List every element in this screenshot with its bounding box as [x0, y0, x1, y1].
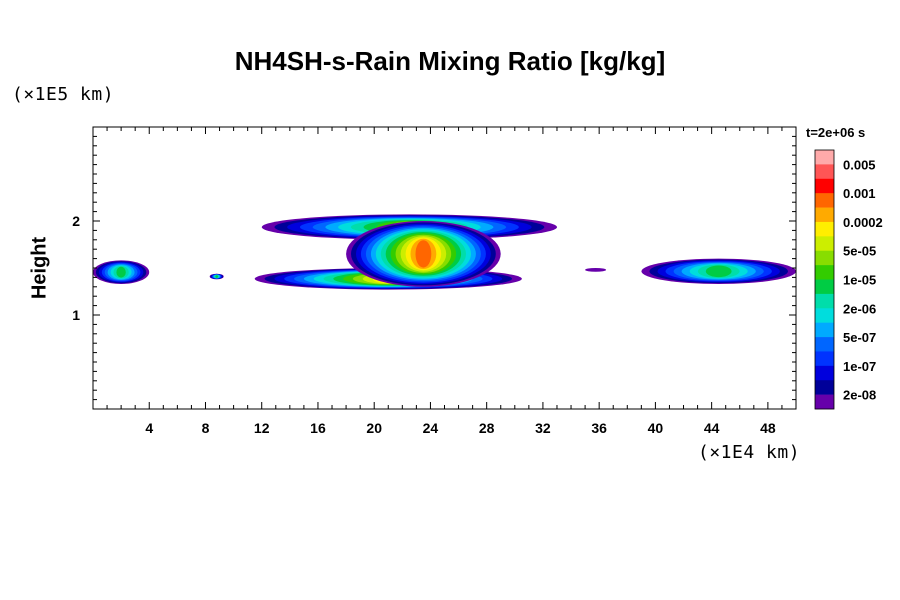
x-tick-label: 28 — [479, 420, 495, 436]
colorbar-label: 1e-05 — [843, 273, 876, 288]
time-label: t=2e+06 s — [806, 125, 866, 140]
x-tick-label: 44 — [704, 420, 720, 436]
colorbar-swatch — [815, 221, 834, 237]
colorbar-label: 5e-07 — [843, 330, 876, 345]
region-band — [116, 266, 126, 278]
x-tick-label: 36 — [591, 420, 607, 436]
colorbar-swatch — [815, 164, 834, 180]
colorbar-swatch — [815, 308, 834, 323]
colorbar-label: 2e-08 — [843, 388, 876, 403]
region-small-patch-8 — [209, 273, 224, 280]
colorbar-label: 0.0002 — [843, 215, 883, 230]
colorbar-swatch — [815, 351, 834, 367]
x-tick-label: 4 — [145, 420, 153, 436]
colorbar-label: 0.005 — [843, 157, 876, 172]
colorbar-swatch — [815, 150, 834, 165]
data-regions — [93, 214, 796, 290]
region-band — [215, 275, 218, 278]
colorbar-swatch — [815, 322, 834, 338]
x-tick-label: 12 — [254, 420, 270, 436]
x-tick-label: 8 — [202, 420, 210, 436]
colorbar-swatch — [815, 380, 834, 395]
region-band — [415, 240, 432, 268]
colorbar-swatch — [815, 236, 834, 252]
colorbar-label: 2e-06 — [843, 301, 876, 316]
x-tick-label: 24 — [423, 420, 439, 436]
colorbar-swatch — [815, 193, 834, 208]
chart-title: NH4SH-s-Rain Mixing Ratio [kg/kg] — [234, 46, 666, 76]
x-tick-label: 40 — [648, 420, 664, 436]
y-axis-unit: (×1E5 km) — [12, 84, 115, 105]
region-right-layer — [641, 258, 796, 284]
colorbar-swatch — [815, 279, 834, 295]
region-central-column — [346, 221, 501, 287]
colorbar-swatch — [815, 265, 834, 280]
colorbar-label: 0.001 — [843, 186, 876, 201]
colorbar-swatch — [815, 250, 834, 266]
colorbar-label: 5e-05 — [843, 244, 876, 259]
colorbar-swatch — [815, 207, 834, 223]
colorbar-swatch — [815, 178, 834, 194]
colorbar: 0.005 0.001 0.0002 5e-05 1e-05 2e-06 5e-07 1e-0… — [814, 149, 883, 410]
region-left-edge-patch — [93, 260, 150, 285]
colorbar-label: 1e-07 — [843, 359, 876, 374]
colorbar-swatch — [815, 293, 834, 309]
x-tick-label: 48 — [760, 420, 776, 436]
colorbar-swatch — [815, 394, 834, 410]
region-band — [585, 268, 607, 272]
x-tick-label: 20 — [366, 420, 382, 436]
x-axis-unit: (×1E4 km) — [698, 442, 801, 463]
y-tick-label: 1 — [72, 307, 80, 323]
colorbar-swatch — [815, 337, 834, 352]
region-band — [705, 265, 732, 278]
y-tick-label: 2 — [72, 213, 80, 229]
colorbar-frame — [814, 149, 835, 410]
x-tick-label: 32 — [535, 420, 551, 436]
region-speck-36 — [585, 268, 607, 272]
colorbar-swatch — [815, 365, 834, 381]
x-tick-label: 16 — [310, 420, 326, 436]
